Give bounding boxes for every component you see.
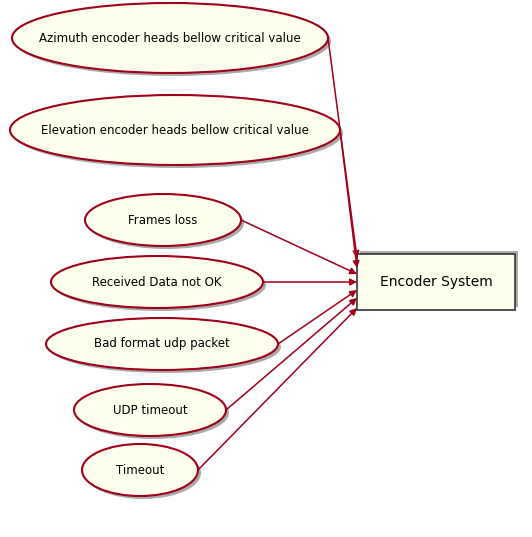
Text: Elevation encoder heads bellow critical value: Elevation encoder heads bellow critical … bbox=[41, 124, 309, 136]
Ellipse shape bbox=[46, 318, 278, 370]
FancyBboxPatch shape bbox=[357, 254, 515, 310]
Ellipse shape bbox=[49, 321, 281, 373]
Ellipse shape bbox=[54, 259, 266, 311]
Ellipse shape bbox=[10, 95, 340, 165]
Text: Encoder System: Encoder System bbox=[380, 275, 493, 289]
Ellipse shape bbox=[15, 6, 331, 76]
Text: Frames loss: Frames loss bbox=[128, 214, 198, 227]
Ellipse shape bbox=[77, 387, 229, 439]
Ellipse shape bbox=[82, 444, 198, 496]
Text: Bad format udp packet: Bad format udp packet bbox=[94, 337, 230, 351]
Ellipse shape bbox=[85, 447, 201, 499]
Text: Received Data not OK: Received Data not OK bbox=[92, 275, 222, 288]
Ellipse shape bbox=[12, 3, 328, 73]
Text: Timeout: Timeout bbox=[116, 463, 164, 476]
Text: UDP timeout: UDP timeout bbox=[113, 403, 187, 417]
FancyBboxPatch shape bbox=[360, 251, 518, 307]
Ellipse shape bbox=[85, 194, 241, 246]
Text: Azimuth encoder heads bellow critical value: Azimuth encoder heads bellow critical va… bbox=[39, 32, 301, 45]
Ellipse shape bbox=[51, 256, 263, 308]
Ellipse shape bbox=[88, 197, 244, 249]
Ellipse shape bbox=[13, 98, 343, 168]
Ellipse shape bbox=[74, 384, 226, 436]
